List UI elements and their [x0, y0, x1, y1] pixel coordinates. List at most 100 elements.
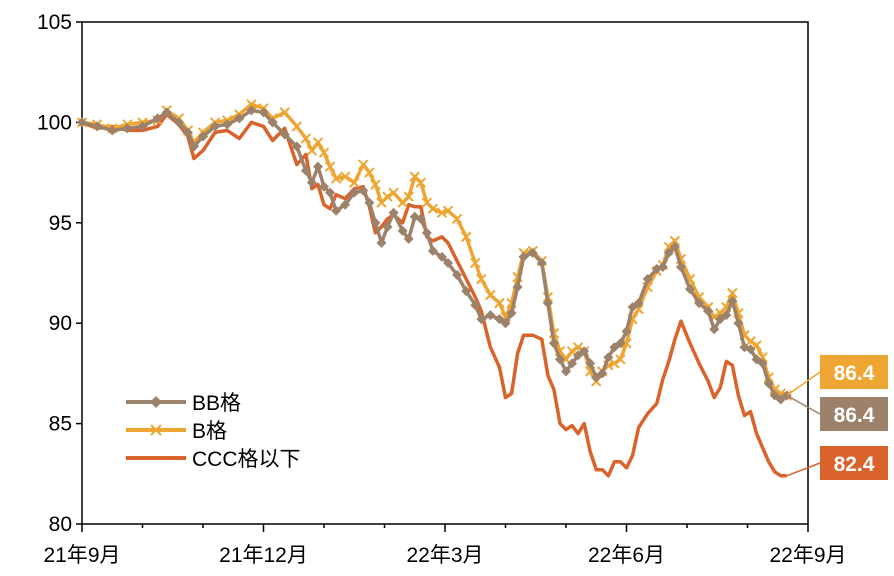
data-point — [382, 191, 393, 202]
data-point — [615, 354, 626, 365]
data-point — [727, 287, 738, 299]
data-point — [703, 306, 714, 317]
data-point — [306, 177, 317, 188]
data-point — [279, 107, 290, 118]
data-point — [506, 308, 517, 319]
data-point — [597, 368, 608, 379]
data-point — [476, 273, 487, 285]
data-point — [403, 233, 414, 244]
data-point — [415, 177, 427, 188]
data-point — [415, 213, 426, 224]
data-point — [325, 187, 336, 198]
data-point — [669, 235, 681, 247]
data-point — [198, 131, 208, 142]
data-point — [222, 119, 233, 130]
data-point — [494, 314, 505, 325]
end-label-text: 82.4 — [834, 453, 875, 476]
data-point — [436, 207, 448, 218]
data-point — [542, 298, 553, 309]
end-label-2: 82.4 — [786, 446, 888, 480]
data-point — [554, 354, 565, 365]
y-tick-label: 90 — [49, 312, 72, 335]
data-point — [427, 245, 438, 256]
end-labels: 86.4 86.4 82.4 — [786, 355, 888, 480]
data-point — [603, 352, 614, 363]
data-point — [536, 257, 547, 268]
data-point — [715, 314, 726, 325]
data-point — [152, 113, 163, 124]
data-point — [340, 199, 351, 210]
data-point — [300, 133, 312, 144]
data-point — [330, 173, 342, 184]
data-point — [107, 125, 118, 136]
end-label-box — [820, 446, 888, 480]
data-point — [246, 99, 257, 110]
data-point — [358, 185, 369, 196]
data-point — [339, 171, 351, 182]
data-point — [403, 191, 414, 202]
y-tick-label: 95 — [49, 212, 72, 235]
data-point — [470, 257, 481, 269]
series-line — [81, 112, 787, 478]
data-point — [397, 225, 408, 236]
y-axis: 80 85 90 95 100 105 — [37, 11, 82, 536]
data-point — [188, 141, 199, 152]
end-label-0: 86.4 — [786, 394, 888, 431]
data-point — [609, 358, 620, 369]
data-point — [567, 358, 578, 369]
data-point — [561, 366, 571, 377]
series-0 — [77, 105, 792, 405]
data-point — [370, 179, 381, 190]
series-2 — [81, 112, 787, 478]
data-point — [421, 227, 432, 238]
end-label-leader — [786, 394, 821, 415]
legend-item-1: B格 — [126, 420, 227, 443]
data-point — [291, 121, 302, 132]
x-tick-label: 21年12月 — [219, 544, 308, 567]
y-tick-label: 80 — [49, 513, 72, 536]
legend-label: BB格 — [192, 392, 241, 415]
data-point — [512, 282, 523, 293]
legend-item-2: CCC格以下 — [126, 448, 301, 471]
data-point — [306, 145, 318, 156]
data-point — [137, 121, 148, 132]
data-point — [775, 394, 786, 405]
data-point — [452, 270, 463, 281]
data-point — [300, 165, 311, 176]
x-tick-label: 22年9月 — [769, 544, 846, 567]
y-tick-label: 105 — [37, 11, 72, 34]
data-point — [727, 296, 738, 307]
data-point — [745, 336, 756, 347]
data-point — [291, 141, 302, 152]
data-point — [443, 257, 454, 268]
data-point — [376, 237, 387, 248]
data-point — [436, 251, 447, 262]
plot-area — [81, 21, 809, 525]
data-point — [527, 247, 538, 258]
data-point — [733, 318, 744, 329]
data-point — [312, 137, 324, 148]
end-label-1: 86.4 — [786, 355, 888, 397]
data-point — [709, 324, 720, 335]
data-point — [312, 161, 323, 172]
end-label-text: 86.4 — [834, 404, 875, 427]
x-tick-label: 22年6月 — [588, 544, 665, 567]
x-tick-label: 21年9月 — [43, 544, 120, 567]
legend-label: B格 — [192, 420, 227, 443]
data-point — [500, 318, 511, 329]
end-label-text: 86.4 — [834, 362, 875, 385]
data-point — [324, 161, 336, 172]
data-point — [349, 177, 360, 188]
end-label-leader — [786, 462, 821, 477]
data-point — [364, 197, 375, 208]
data-point — [763, 378, 774, 389]
data-point — [633, 298, 644, 309]
data-point — [388, 187, 399, 198]
data-point — [319, 181, 329, 192]
data-point — [675, 261, 686, 272]
data-point — [685, 284, 696, 295]
data-point — [751, 354, 762, 365]
data-point — [642, 274, 653, 285]
x-tick-label: 22年3月 — [406, 544, 483, 567]
